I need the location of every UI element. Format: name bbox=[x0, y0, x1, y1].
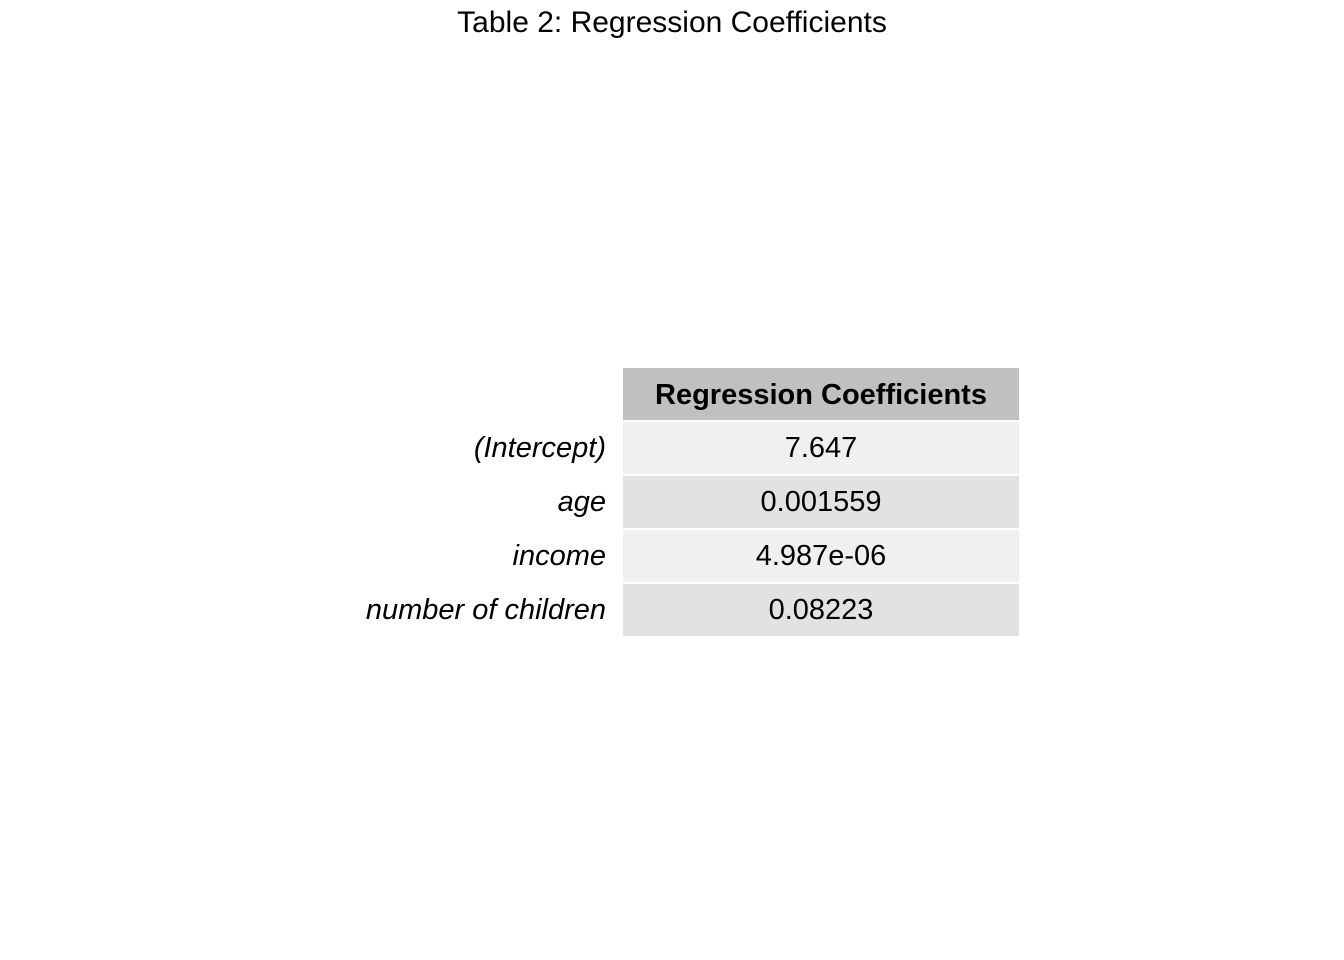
row-label: age bbox=[557, 486, 606, 518]
coefficient-cell: 7.647 bbox=[623, 422, 1019, 474]
column-header: Regression Coefficients bbox=[623, 368, 1019, 420]
table-title: Table 2: Regression Coefficients bbox=[457, 6, 887, 39]
row-label: (Intercept) bbox=[473, 432, 606, 464]
coefficient-cell: 0.08223 bbox=[623, 584, 1019, 636]
coefficient-cell: 4.987e-06 bbox=[623, 530, 1019, 582]
row-label: number of children bbox=[365, 594, 606, 626]
coefficient-cell: 0.001559 bbox=[623, 476, 1019, 528]
row-label: income bbox=[512, 540, 607, 572]
